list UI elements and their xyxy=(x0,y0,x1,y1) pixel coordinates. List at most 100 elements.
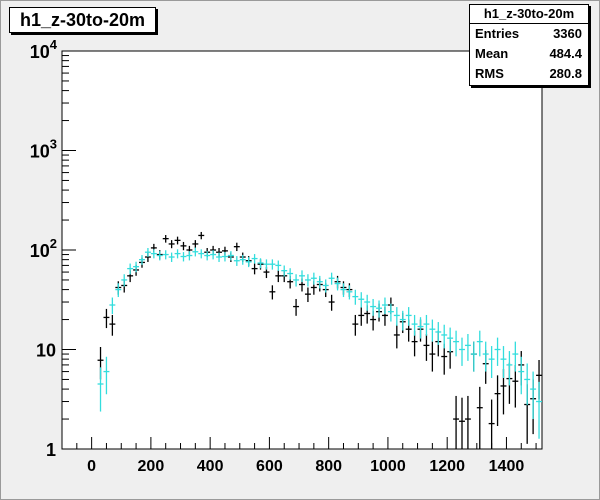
stats-mean-label: Mean xyxy=(475,46,509,61)
data-point xyxy=(304,274,311,287)
stats-title: h1_z-30to-20m xyxy=(470,5,588,24)
x-tick-label: 1000 xyxy=(370,458,406,475)
data-point xyxy=(476,386,483,449)
data-point xyxy=(180,252,187,262)
data-point xyxy=(257,258,264,269)
data-point xyxy=(506,351,513,386)
data-point xyxy=(512,341,519,372)
data-point xyxy=(382,297,388,315)
data-point xyxy=(251,254,258,264)
data-point xyxy=(109,314,116,336)
data-point xyxy=(239,255,246,265)
data-point xyxy=(144,247,151,257)
stats-mean-row: Mean 484.4 xyxy=(470,44,588,64)
data-point xyxy=(174,249,181,259)
data-point xyxy=(233,256,240,266)
data-point xyxy=(97,367,104,412)
data-point xyxy=(512,364,519,408)
data-point xyxy=(352,289,359,305)
stats-entries-label: Entries xyxy=(475,26,520,41)
stats-box: h1_z-30to-20m Entries 3360 Mean 484.4 RM… xyxy=(469,4,589,86)
data-point xyxy=(429,319,436,342)
y-tick-label: 104 xyxy=(30,37,58,62)
stats-entries-row: Entries 3360 xyxy=(470,24,588,44)
data-point xyxy=(293,298,300,316)
data-point xyxy=(364,294,371,311)
data-point xyxy=(227,251,234,261)
data-point xyxy=(352,314,359,336)
data-point xyxy=(464,333,471,361)
data-point xyxy=(399,310,406,331)
data-point xyxy=(476,330,483,357)
data-point xyxy=(470,341,477,372)
y-tick-label: 103 xyxy=(30,137,57,162)
x-tick-label: 400 xyxy=(197,458,224,475)
x-tick-label: 1200 xyxy=(429,458,465,475)
data-point xyxy=(127,263,134,275)
x-tick-label: 0 xyxy=(87,458,96,475)
data-point xyxy=(459,337,465,366)
data-point xyxy=(435,322,442,345)
data-point xyxy=(494,337,501,366)
data-point xyxy=(115,283,122,298)
data-point xyxy=(417,317,424,339)
data-point xyxy=(133,261,140,273)
data-point xyxy=(150,249,157,259)
data-point xyxy=(139,255,145,265)
histogram-title: h1_z-30to-20m xyxy=(9,7,157,33)
data-point xyxy=(204,251,211,261)
tick-labels: 0 200 400 600 800 1000 1200 1400 1 10 102 103 104 xyxy=(30,37,525,475)
data-point xyxy=(459,397,465,449)
data-point xyxy=(180,241,187,251)
data-point xyxy=(429,341,436,372)
data-point xyxy=(370,298,377,316)
data-point xyxy=(162,250,169,260)
x-tick-label: 1400 xyxy=(489,458,525,475)
data-point xyxy=(216,252,222,262)
data-point xyxy=(198,231,205,240)
data-point xyxy=(482,341,489,372)
data-point xyxy=(103,308,110,329)
stats-mean-value: 484.4 xyxy=(549,46,582,61)
data-point xyxy=(287,268,294,280)
data-point xyxy=(500,346,507,378)
axis-ticks xyxy=(61,55,537,450)
x-tick-label: 200 xyxy=(138,458,165,475)
data-point xyxy=(299,270,305,283)
data-point xyxy=(358,292,365,308)
x-tick-label: 600 xyxy=(256,458,283,475)
data-point xyxy=(192,240,199,249)
data-point xyxy=(334,277,341,291)
data-point xyxy=(210,250,217,260)
data-point xyxy=(328,294,335,311)
data-point xyxy=(328,272,335,285)
data-point xyxy=(168,252,175,262)
data-point xyxy=(423,314,430,336)
stats-entries-value: 3360 xyxy=(553,26,582,41)
data-point xyxy=(441,324,448,349)
data-point xyxy=(340,283,347,298)
data-point xyxy=(494,375,501,427)
data-point xyxy=(103,356,110,395)
data-point xyxy=(222,252,228,262)
series-1 xyxy=(97,247,542,439)
data-point xyxy=(174,236,181,245)
y-tick-label: 102 xyxy=(30,236,57,261)
data-point xyxy=(310,272,317,285)
data-marks xyxy=(97,231,542,449)
data-point xyxy=(524,363,531,406)
data-point xyxy=(245,257,252,268)
data-point xyxy=(393,307,400,326)
stats-rms-value: 280.8 xyxy=(549,66,582,81)
data-point xyxy=(162,235,169,243)
data-point xyxy=(251,263,258,275)
data-point xyxy=(393,324,400,349)
data-point xyxy=(275,270,282,283)
stats-rms-label: RMS xyxy=(475,66,504,81)
y-tick-label: 1 xyxy=(46,440,56,460)
data-point xyxy=(322,279,329,293)
data-point xyxy=(411,314,418,336)
data-point xyxy=(109,297,116,315)
